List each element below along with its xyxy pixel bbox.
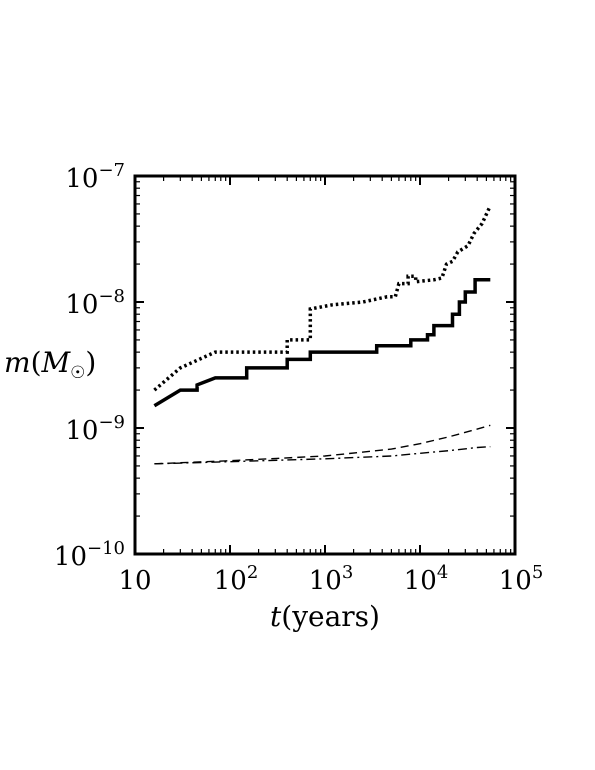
series-line-dotted [153,205,492,392]
x-axis-label: t(years) [270,600,380,633]
series-line-solid [153,278,491,408]
y-tick-label: 10−9 [65,412,125,446]
series-line-dashed [154,424,491,465]
labels-layer: 10 102 103 104 105 10−10 10−9 10−8 10−7 t(years) m… [4,160,543,633]
x-tick-label: 105 [499,562,544,596]
plot-frame [133,174,517,556]
y-tick-label: 10−7 [65,160,125,194]
x-tick-label: 10 [118,566,151,596]
y-axis-label: m(M☉) [4,346,96,383]
ticks-layer [134,175,516,555]
x-tick-label: 103 [309,562,354,596]
x-tick-label: 102 [214,562,259,596]
y-tick-label: 10−8 [65,286,125,320]
series-line-dashdot [154,446,491,465]
y-tick-label: 10−10 [54,538,125,572]
x-tick-label: 104 [404,562,449,596]
series-layer [153,205,492,465]
